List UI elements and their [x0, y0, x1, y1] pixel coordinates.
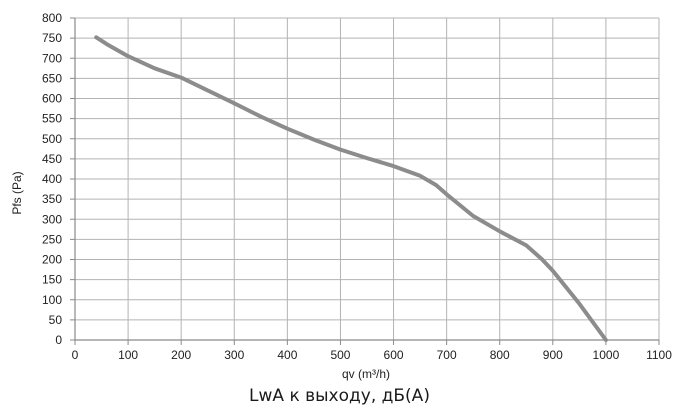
x-tick-label: 300	[224, 348, 244, 362]
y-tick-label: 800	[42, 11, 62, 25]
y-tick-label: 250	[42, 232, 62, 246]
y-tick-label: 450	[42, 152, 62, 166]
y-tick-label: 650	[42, 71, 62, 85]
y-tick-label: 50	[49, 313, 63, 327]
x-tick-label: 0	[72, 348, 79, 362]
y-tick-label: 100	[42, 293, 62, 307]
y-tick-label: 500	[42, 132, 62, 146]
x-tick-label: 900	[543, 348, 563, 362]
x-tick-label: 200	[171, 348, 191, 362]
y-tick-label: 350	[42, 192, 62, 206]
series-line	[94, 35, 608, 342]
y-tick-label: 700	[42, 51, 62, 65]
y-tick-label: 150	[42, 273, 62, 287]
y-tick-label: 400	[42, 172, 62, 186]
y-tick-label: 550	[42, 112, 62, 126]
y-tick-labels: 0 50 100 150 200 250 300 350 400 450 500 550 600 650 7…	[42, 11, 62, 347]
y-tick-label: 200	[42, 253, 62, 267]
y-tick-label: 600	[42, 92, 62, 106]
x-tick-label: 100	[118, 348, 138, 362]
y-tick-label: 750	[42, 31, 62, 45]
x-tick-label: 500	[330, 348, 350, 362]
x-axis-title: qv (m³/h)	[342, 367, 390, 381]
x-tick-label: 800	[490, 348, 510, 362]
x-tick-label: 400	[277, 348, 297, 362]
y-axis-title: Pfs (Pa)	[10, 171, 24, 214]
y-tick-label: 300	[42, 212, 62, 226]
x-tick-label: 1100	[646, 348, 672, 362]
x-tick-label: 1000	[593, 348, 620, 362]
axes	[70, 17, 660, 345]
x-tick-labels: 0 100 200 300 400 500 600 700 800 900 1000 1100	[72, 348, 673, 362]
y-tick-label: 0	[55, 333, 62, 347]
x-tick-label: 600	[384, 348, 404, 362]
x-tick-label: 700	[437, 348, 457, 362]
chart-caption: LwA к выходу, дБ(А)	[249, 386, 430, 406]
series-layer	[94, 35, 608, 342]
